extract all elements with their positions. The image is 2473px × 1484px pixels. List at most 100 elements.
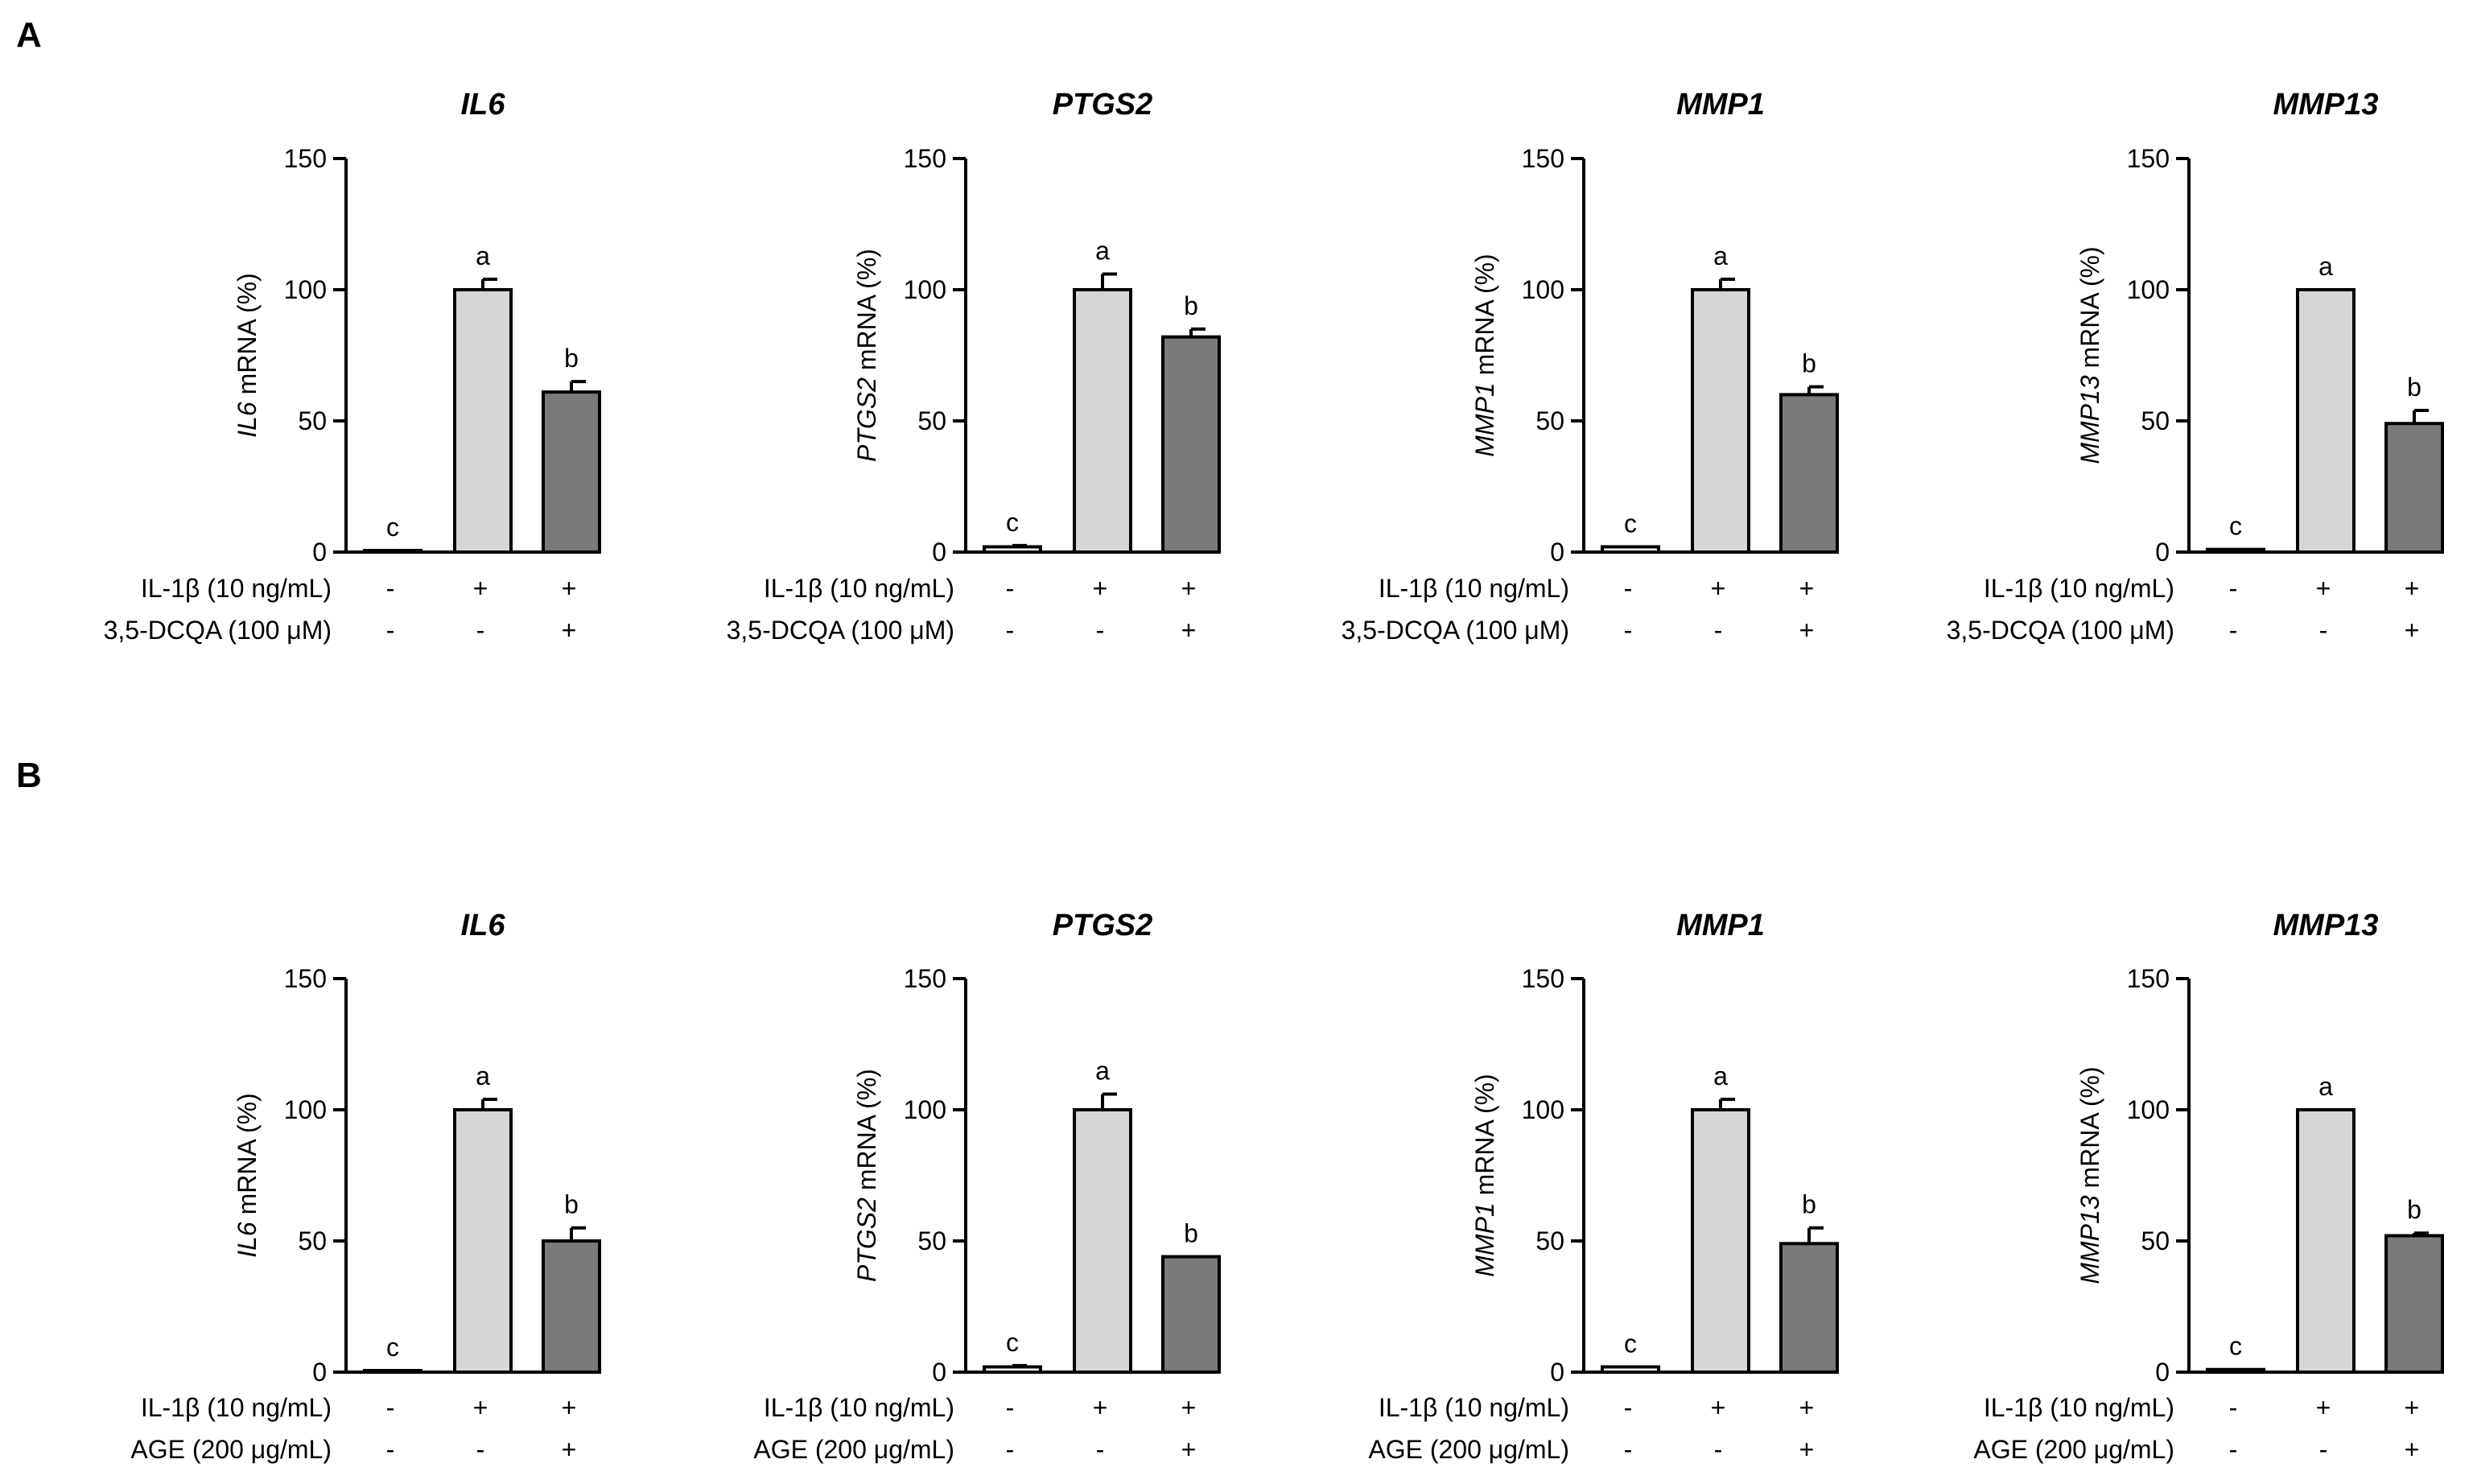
treatment-sign: + <box>1711 1393 1726 1422</box>
chart-title: PTGS2 <box>1053 88 1153 122</box>
treatment-sign: - <box>2229 1435 2238 1464</box>
y-tick-label: 50 <box>917 406 946 435</box>
y-tick-label: 50 <box>298 1226 327 1255</box>
treatment-sign: + <box>1093 574 1108 603</box>
treatment-label: IL-1β (10 ng/mL) <box>1379 574 1569 603</box>
y-tick-label: 100 <box>284 1095 327 1124</box>
treatment-sign: - <box>386 616 395 645</box>
significance-letter: c <box>1624 1329 1637 1358</box>
chart-title: IL6 <box>461 909 506 942</box>
y-tick-label: 50 <box>1535 1226 1564 1255</box>
bar <box>363 1369 422 1374</box>
treatment-label: IL-1β (10 ng/mL) <box>764 574 954 603</box>
y-tick-label: 100 <box>904 1095 946 1124</box>
treatment-sign: - <box>2229 574 2238 603</box>
significance-letter: b <box>1802 349 1816 378</box>
y-axis-label-gene: MMP1 <box>1470 1202 1499 1276</box>
treatment-sign: - <box>1006 1435 1015 1464</box>
treatment-sign: - <box>2229 616 2238 645</box>
bar <box>2206 1367 2265 1374</box>
y-tick-label: 100 <box>2127 1095 2170 1124</box>
y-tick-label: 100 <box>2127 275 2170 304</box>
treatment-sign: + <box>1711 574 1726 603</box>
bar <box>2384 422 2444 554</box>
y-tick-label: 150 <box>904 964 946 993</box>
y-axis-label-unit: mRNA (%) <box>1470 254 1499 382</box>
treatment-label: AGE (200 μg/mL) <box>1973 1435 2174 1464</box>
chart-title: MMP1 <box>1676 88 1765 122</box>
y-tick-label: 100 <box>284 275 327 304</box>
bar <box>983 1365 1042 1374</box>
y-tick-label: 150 <box>1522 144 1564 173</box>
treatment-label: IL-1β (10 ng/mL) <box>1984 1393 2174 1422</box>
significance-letter: b <box>564 1190 579 1219</box>
bar <box>1691 288 1750 554</box>
treatment-sign: + <box>1181 574 1197 603</box>
significance-letter: a <box>476 241 490 270</box>
treatment-sign: - <box>386 1393 395 1422</box>
treatment-label: IL-1β (10 ng/mL) <box>764 1393 954 1422</box>
treatment-sign: - <box>2319 1435 2328 1464</box>
bar <box>2296 1108 2356 1374</box>
treatment-sign: + <box>2405 616 2420 645</box>
chart-title: IL6 <box>461 88 506 122</box>
y-axis-label: MMP1 mRNA (%) <box>1470 254 1499 456</box>
significance-letter: a <box>2318 252 2333 281</box>
significance-letter: a <box>2318 1072 2333 1101</box>
y-axis-label: MMP1 mRNA (%) <box>1470 1074 1499 1276</box>
treatment-sign: - <box>476 1435 485 1464</box>
significance-letter: a <box>1095 236 1110 265</box>
treatment-label: 3,5-DCQA (100 μM) <box>104 616 332 645</box>
y-tick-label: 150 <box>2127 144 2170 173</box>
y-tick-label: 150 <box>284 964 327 993</box>
bar <box>1601 545 1660 554</box>
treatment-sign: + <box>473 574 488 603</box>
treatment-sign: + <box>562 1393 577 1422</box>
treatment-label: IL-1β (10 ng/mL) <box>141 1393 332 1422</box>
y-tick-label: 0 <box>2155 538 2170 567</box>
y-axis-label-gene: IL6 <box>233 1222 262 1258</box>
significance-letter: b <box>2407 1195 2421 1224</box>
treatment-sign: + <box>2405 1393 2420 1422</box>
y-axis-label-gene: MMP13 <box>2075 1195 2104 1284</box>
treatment-label: IL-1β (10 ng/mL) <box>141 574 332 603</box>
bar <box>1691 1108 1750 1374</box>
treatment-sign: + <box>562 1435 577 1464</box>
treatment-sign: - <box>1096 616 1105 645</box>
significance-letter: b <box>564 344 579 373</box>
significance-letter: c <box>1624 509 1637 538</box>
treatment-sign: - <box>1624 1435 1633 1464</box>
y-tick-label: 0 <box>312 538 327 567</box>
chart-title: MMP1 <box>1676 909 1765 942</box>
treatment-sign: + <box>1181 616 1197 645</box>
treatment-sign: - <box>1096 1435 1105 1464</box>
bar <box>1161 1255 1221 1375</box>
significance-letter: b <box>2407 373 2421 402</box>
y-tick-label: 0 <box>932 1358 946 1387</box>
bar <box>453 1108 513 1374</box>
y-axis-label: IL6 mRNA (%) <box>233 1093 262 1257</box>
treatment-label: 3,5-DCQA (100 μM) <box>727 616 954 645</box>
treatment-label: AGE (200 μg/mL) <box>130 1435 332 1464</box>
bar <box>1779 393 1839 554</box>
treatment-sign: + <box>2405 1435 2420 1464</box>
y-axis-label-unit: mRNA (%) <box>233 1093 262 1222</box>
significance-letter: b <box>1802 1190 1816 1219</box>
treatment-label: IL-1β (10 ng/mL) <box>1984 574 2174 603</box>
y-axis-label-gene: MMP13 <box>2075 375 2104 464</box>
treatment-sign: - <box>1624 616 1633 645</box>
y-axis-label-gene: PTGS2 <box>852 1198 881 1282</box>
y-axis-label: PTGS2 mRNA (%) <box>852 1069 881 1282</box>
treatment-sign: + <box>562 616 577 645</box>
significance-letter: c <box>2229 512 2242 541</box>
treatment-sign: + <box>562 574 577 603</box>
treatment-sign: - <box>1714 1435 1723 1464</box>
treatment-sign: - <box>1624 574 1633 603</box>
significance-letter: c <box>2229 1332 2242 1361</box>
